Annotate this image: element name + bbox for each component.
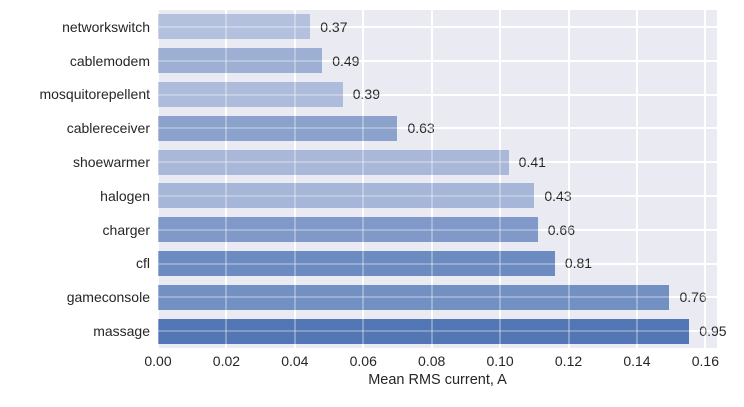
x-tick-label-0.06: 0.06 [349,353,377,369]
y-gridline-gameconsole [158,296,717,299]
bar-row-gameconsole: 0.76 [158,280,717,314]
x-tick-label-0.04: 0.04 [281,353,309,369]
bar-value-label-shoewarmer: 0.41 [518,154,546,171]
bar-value-label-networkswitch: 0.37 [320,18,348,35]
x-tick-label-0.10: 0.10 [486,353,514,369]
y-gridline-massage [158,330,717,333]
bar-row-cablemodem: 0.49 [158,44,717,78]
y-gridline-cablereceiver [158,127,717,130]
bar-row-cfl: 0.81 [158,247,717,281]
bar-halogen [158,183,535,209]
bar-cfl [158,250,555,276]
x-tick-label-0.12: 0.12 [554,353,583,369]
y-tick-label-cablereceiver: cablereceiver [66,120,150,137]
y-gridline-networkswitch [158,25,717,28]
x-gridline-0.00 [157,10,159,348]
x-axis-title: Mean RMS current, A [368,372,507,388]
bar-row-charger: 0.66 [158,213,717,247]
x-gridline-0.00 [157,10,159,348]
bar-row-halogen: 0.43 [158,179,717,213]
bar-row-networkswitch: 0.37 [158,10,717,44]
x-tick-label-0.14: 0.14 [623,353,651,369]
bar-row-shoewarmer: 0.41 [158,145,717,179]
bar-row-massage: 0.95 [158,314,727,348]
x-gridline-0.04 [293,10,296,348]
y-gridline-halogen [158,194,717,197]
y-gridline-shoewarmer [158,161,717,164]
bar-value-label-mosquitorepellent: 0.39 [352,86,380,103]
x-gridline-0.12 [567,10,570,348]
x-gridline-0.10 [499,10,502,348]
y-tick-label-halogen: halogen [100,187,150,204]
x-tick-label-0.00: 0.00 [144,353,172,369]
x-tick-label-0.02: 0.02 [212,353,241,369]
bar-mosquitorepellent [158,81,343,107]
bar-value-label-charger: 0.66 [547,221,575,238]
x-gridline-0.16 [704,10,707,348]
y-gridline-mosquitorepellent [158,93,717,96]
y-tick-label-cfl: cfl [136,255,150,272]
bar-cablemodem [158,48,323,74]
x-gridline-0.08 [430,10,433,348]
x-gridline-0.02 [225,10,228,348]
x-tick-label-0.08: 0.08 [418,353,446,369]
y-tick-label-gameconsole: gameconsole [66,289,150,306]
y-tick-label-cablemodem: cablemodem [69,52,150,69]
bar-value-label-cablereceiver: 0.63 [407,120,435,137]
y-gridline-cablemodem [158,59,717,62]
y-tick-label-massage: massage [93,323,150,340]
bar-row-cablereceiver: 0.63 [158,111,717,145]
bar-charger [158,217,538,243]
y-tick-label-shoewarmer: shoewarmer [72,154,150,171]
y-gridline-mosquitorepellent [158,93,717,96]
plot-area: 0.37 0.49 0.39 0.63 0.41 0.43 0.66 0.81 0.76 0.95 [157,10,727,348]
x-gridline-0.14 [635,10,638,348]
x-gridline-0.06 [362,10,365,348]
y-gridline-cfl [158,262,717,265]
x-gridline-0.16 [704,10,707,348]
bar-value-label-cablemodem: 0.49 [332,52,360,69]
bar-cablereceiver [158,115,398,141]
y-gridline-charger [158,228,717,231]
bar-row-mosquitorepellent: 0.39 [158,78,717,112]
bar-value-label-halogen: 0.43 [544,187,572,204]
x-gridline-0.06 [362,10,365,348]
bar-gameconsole [158,284,670,310]
bar-value-label-massage: 0.95 [699,323,727,340]
x-gridline-0.04 [293,10,296,348]
x-gridline-0.12 [567,10,570,348]
bar-value-label-gameconsole: 0.76 [679,289,707,306]
x-gridline-0.02 [225,10,228,348]
y-gridline-cablereceiver [158,127,717,130]
bar-value-label-cfl: 0.81 [564,255,593,272]
x-tick-label-0.16: 0.16 [691,353,719,369]
x-gridline-0.08 [430,10,433,348]
y-tick-label-networkswitch: networkswitch [62,18,150,35]
y-tick-label-mosquitorepellent: mosquitorepellent [39,86,150,103]
bar-massage [158,318,690,344]
y-gridline-networkswitch [158,25,717,28]
bar-shoewarmer [158,149,509,175]
x-gridline-0.14 [635,10,638,348]
y-tick-label-charger: charger [102,221,150,238]
y-gridline-cablemodem [158,59,717,62]
bar-networkswitch [158,14,311,40]
x-gridline-0.10 [499,10,502,348]
